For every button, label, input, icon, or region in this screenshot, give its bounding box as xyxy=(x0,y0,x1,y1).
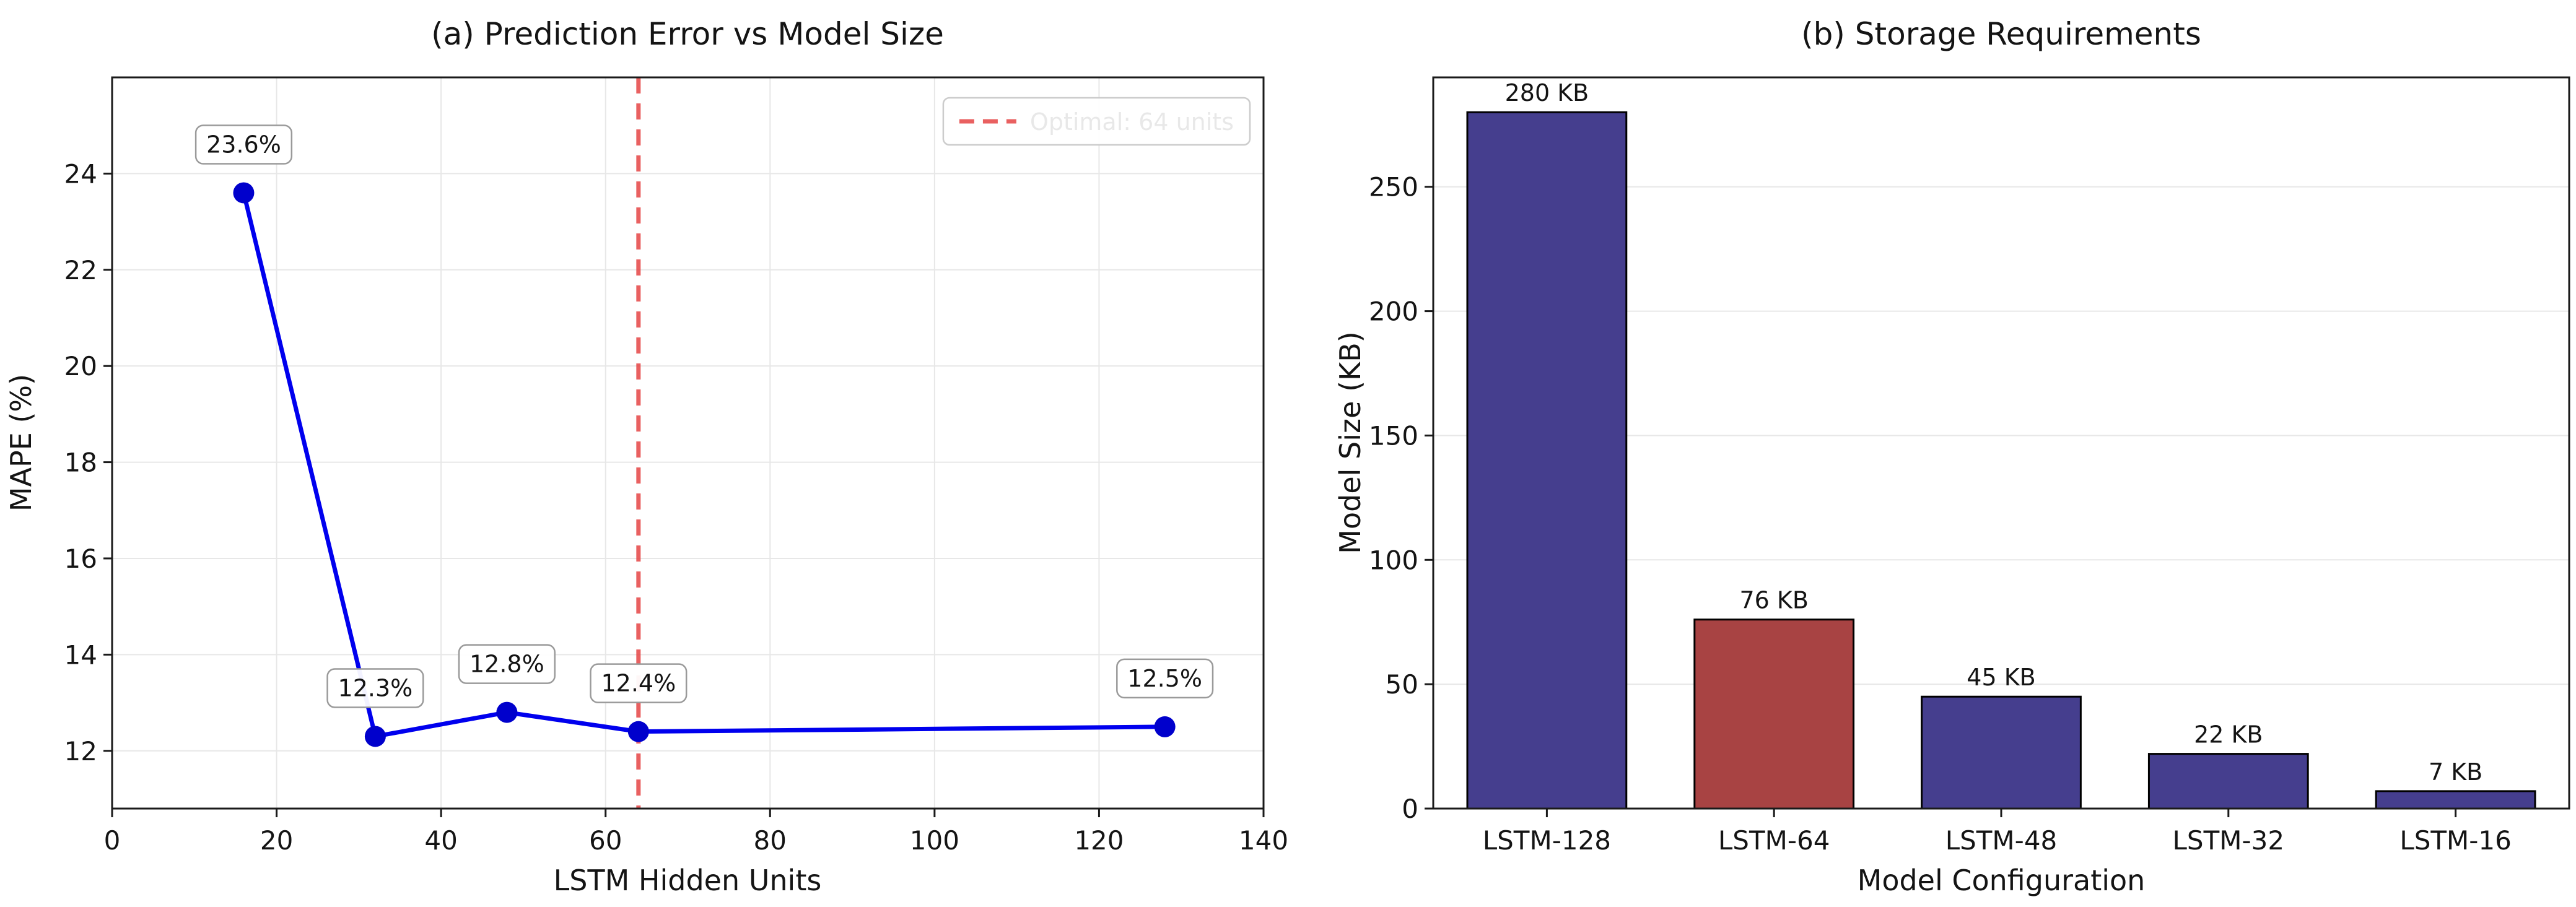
svg-text:250: 250 xyxy=(1369,172,1418,202)
bar-LSTM-48 xyxy=(1921,695,2082,810)
svg-text:140: 140 xyxy=(1239,825,1288,856)
svg-text:LSTM-16: LSTM-16 xyxy=(2399,825,2512,856)
panel-b-xaxis-label: Model Configuration xyxy=(1858,864,2146,897)
svg-text:80: 80 xyxy=(754,825,787,856)
svg-text:40: 40 xyxy=(424,825,457,856)
svg-text:23.6%: 23.6% xyxy=(206,131,281,158)
svg-text:12.4%: 12.4% xyxy=(601,670,676,697)
svg-text:50: 50 xyxy=(1386,669,1418,700)
svg-text:45 KB: 45 KB xyxy=(1967,664,2035,691)
bar-LSTM-128 xyxy=(1466,111,1628,810)
panel-a-xaxis-label: LSTM Hidden Units xyxy=(554,864,822,897)
bar-LSTM-64 xyxy=(1693,618,1855,810)
svg-text:100: 100 xyxy=(910,825,959,856)
svg-text:7 KB: 7 KB xyxy=(2429,758,2482,786)
svg-text:120: 120 xyxy=(1074,825,1124,856)
bar-LSTM-32 xyxy=(2147,753,2309,810)
svg-text:150: 150 xyxy=(1369,420,1418,451)
svg-text:22 KB: 22 KB xyxy=(2194,721,2263,749)
svg-text:60: 60 xyxy=(589,825,622,856)
panel-b-title: (b) Storage Requirements xyxy=(1801,16,2201,52)
svg-text:200: 200 xyxy=(1369,297,1418,327)
panel-a-title: (a) Prediction Error vs Model Size xyxy=(431,16,944,52)
legend: Optimal: 64 units xyxy=(942,97,1251,146)
svg-text:14: 14 xyxy=(64,640,97,670)
svg-text:12.8%: 12.8% xyxy=(469,651,544,678)
line-chart-layer: 0 20 40 60 80 100 120 140 12 14 16 18 20 22 24 23.6% 12.… xyxy=(64,76,1288,856)
svg-text:LSTM-128: LSTM-128 xyxy=(1483,825,1611,856)
panel-b-yaxis-label: Model Size (KB) xyxy=(1334,331,1367,553)
svg-text:12: 12 xyxy=(64,736,97,766)
svg-text:12.3%: 12.3% xyxy=(338,674,413,701)
svg-text:24: 24 xyxy=(64,158,97,189)
svg-text:20: 20 xyxy=(260,825,293,856)
svg-text:100: 100 xyxy=(1369,545,1418,575)
svg-text:LSTM-48: LSTM-48 xyxy=(1945,825,2058,856)
svg-text:0: 0 xyxy=(104,825,121,856)
svg-text:22: 22 xyxy=(64,255,97,285)
svg-text:LSTM-64: LSTM-64 xyxy=(1718,825,1830,856)
svg-text:20: 20 xyxy=(64,351,97,381)
panel-a-yaxis-label: MAPE (%) xyxy=(4,374,38,511)
bar-chart-layer: 0 50 100 150 200 250 LSTM-128 280 KB LSTM-64 76 K… xyxy=(1369,76,2570,856)
svg-text:280 KB: 280 KB xyxy=(1505,79,1589,106)
svg-text:0: 0 xyxy=(1402,794,1418,824)
svg-text:LSTM-32: LSTM-32 xyxy=(2173,825,2285,856)
svg-text:76 KB: 76 KB xyxy=(1739,587,1808,614)
bar-LSTM-16 xyxy=(2375,790,2536,810)
svg-text:12.5%: 12.5% xyxy=(1127,665,1202,692)
svg-text:18: 18 xyxy=(64,448,97,478)
svg-text:16: 16 xyxy=(64,544,97,574)
